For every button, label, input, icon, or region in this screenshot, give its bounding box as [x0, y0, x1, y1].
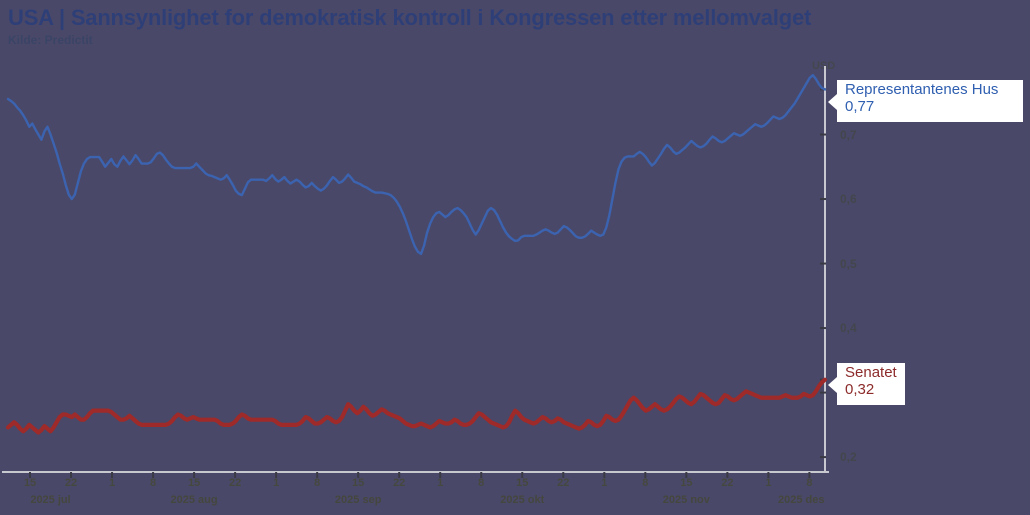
callout-house-name: Representantenes Hus — [845, 81, 999, 98]
x-tick-label: 22 — [64, 477, 78, 489]
y-tick-label: 0,2 — [840, 450, 857, 465]
x-tick-label: 22 — [557, 477, 570, 489]
y-tick-label: 0,4 — [840, 321, 857, 336]
callout-senate-value: 0,32 — [845, 380, 875, 398]
x-tick-label: 1 — [273, 477, 280, 489]
x-tick-label: 8 — [806, 477, 813, 489]
y-tick-label: 0,7 — [840, 127, 857, 142]
x-tick-label: 15 — [23, 477, 37, 489]
x-tick-label: 22 — [393, 477, 406, 489]
chart-source-subtitle: Kilde: Predictit — [8, 33, 93, 47]
x-group-label: 2025 sep — [334, 494, 382, 506]
x-tick-label: 15 — [680, 477, 693, 489]
y-axis-unit-label: USD — [812, 60, 836, 72]
x-group-label: 2025 aug — [170, 494, 218, 506]
x-tick-label: 15 — [187, 477, 201, 489]
x-group-label: 2025 okt — [500, 494, 545, 506]
x-tick-label: 8 — [150, 477, 157, 489]
callout-pointer-icon — [828, 377, 837, 393]
x-tick-label: 1 — [437, 477, 444, 489]
page-title: USA | Sannsynlighet for demokratisk kont… — [8, 5, 812, 30]
callout-pointer-icon — [828, 94, 837, 110]
x-tick-label: 22 — [228, 477, 242, 489]
x-tick-label: 1 — [108, 477, 116, 489]
y-tick-label: 0,5 — [840, 256, 857, 271]
callout-house-value: 0,77 — [845, 97, 875, 115]
callout-senate-name: Senatet — [845, 364, 897, 381]
callout-senate[interactable]: Senatet 0,32 — [828, 363, 905, 405]
x-group-label: 2025 jul — [30, 494, 71, 506]
x-tick-label: 8 — [642, 477, 649, 489]
x-tick-label: 22 — [721, 477, 734, 489]
callout-house[interactable]: Representantenes Hus 0,77 — [828, 80, 1023, 122]
x-group-label: 2025 nov — [662, 494, 710, 506]
x-tick-label: 1 — [601, 477, 608, 489]
x-group-label: 2025 des — [777, 494, 825, 506]
y-tick-label: 0,6 — [840, 192, 857, 207]
x-tick-label: 8 — [478, 477, 485, 489]
x-tick-label: 15 — [352, 477, 365, 489]
x-tick-label: 15 — [516, 477, 529, 489]
x-tick-label: 1 — [765, 477, 772, 489]
x-tick-label: 8 — [314, 477, 321, 489]
